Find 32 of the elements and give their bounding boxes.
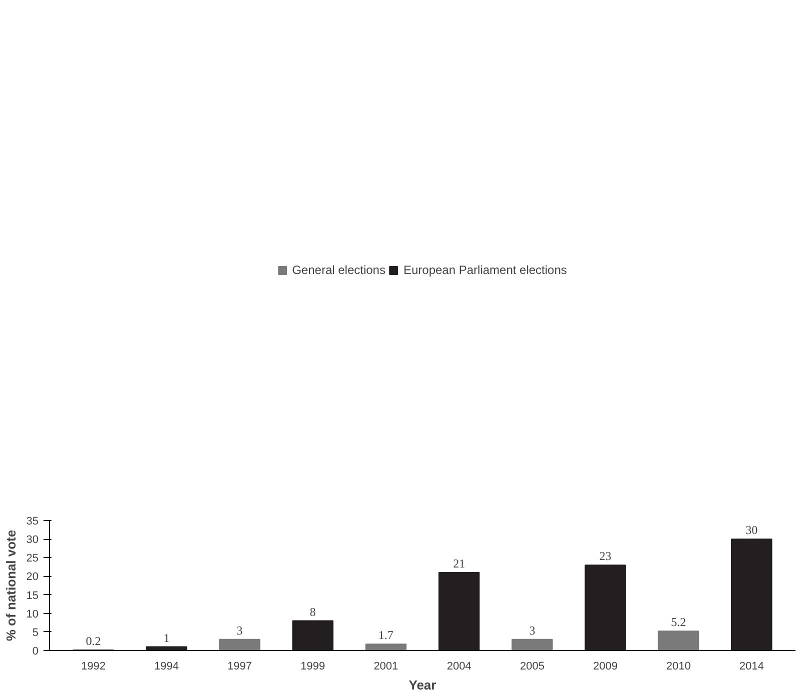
x-tick-label: 1999 — [300, 660, 326, 672]
data-label: 3 — [236, 623, 243, 638]
data-label: 23 — [599, 549, 612, 564]
x-tick-label: 1994 — [154, 660, 179, 672]
x-tick-label: 2001 — [374, 660, 398, 672]
data-label: 1 — [164, 630, 170, 645]
legend-label: General elections — [292, 263, 386, 277]
y-tick-label: 30 — [26, 534, 39, 546]
data-label: 8 — [310, 604, 316, 619]
y-tick-label: 15 — [26, 590, 39, 602]
y-tick-label: 5 — [32, 626, 39, 639]
y-tick-label: 20 — [26, 571, 39, 584]
x-tick-label: 1992 — [81, 660, 106, 672]
x-tick-label: 1997 — [227, 660, 252, 672]
x-tick-label: 2010 — [666, 660, 691, 672]
x-axis-title: Year — [408, 678, 436, 692]
data-label: 30 — [746, 523, 758, 538]
y-axis-title: % of national vote — [3, 530, 18, 642]
legend-label: European Parliament elections — [403, 263, 567, 277]
data-label: 0.2 — [86, 634, 101, 648]
data-label: 3 — [529, 623, 536, 638]
x-tick-label: 2004 — [446, 660, 472, 672]
x-tick-label: 2014 — [739, 660, 764, 672]
x-tick-label: 2009 — [593, 660, 618, 672]
data-label: 5.2 — [670, 615, 686, 630]
y-tick-label: 10 — [26, 608, 39, 620]
data-label: 21 — [453, 556, 466, 570]
y-tick-label: 0 — [32, 646, 39, 658]
y-tick-label: 35 — [26, 516, 39, 528]
data-label: 1.7 — [378, 628, 394, 642]
y-tick-label: 25 — [26, 552, 39, 565]
x-tick-label: 2005 — [520, 660, 544, 672]
